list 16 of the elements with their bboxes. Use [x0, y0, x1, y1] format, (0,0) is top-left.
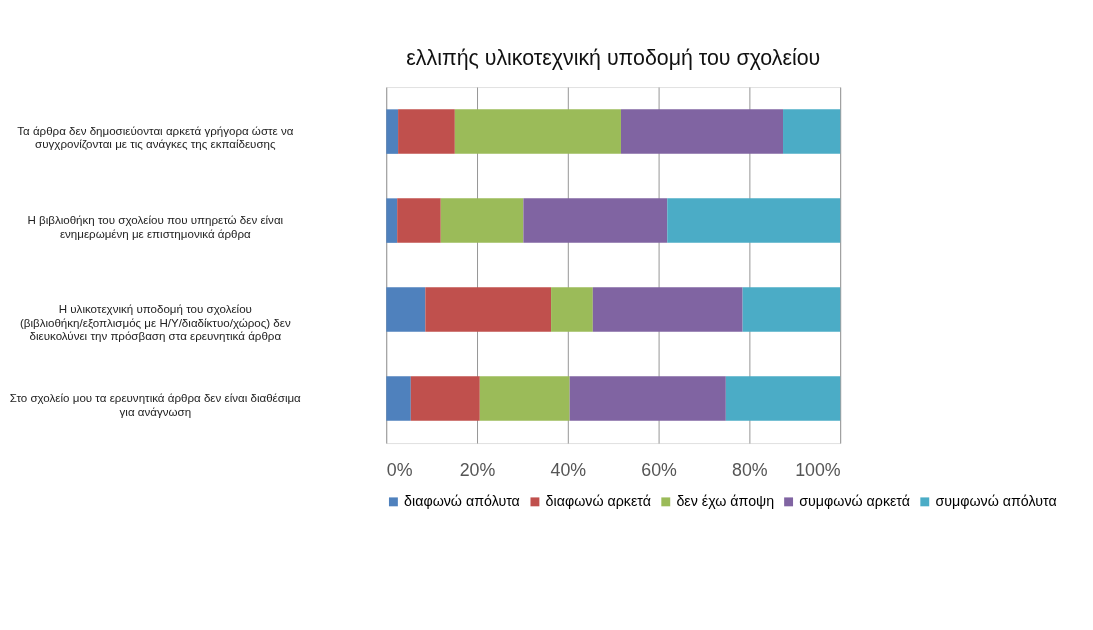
y-tick-label: Στο σχολείο μου τα ερευνητικά άρθρα δεν είναι διαθέσιμα για ανάγνωση [9, 392, 302, 418]
x-tick-label: 100% [795, 459, 841, 480]
legend-label: διαφωνώ αρκετά [545, 493, 651, 510]
legend-label: διαφωνώ απόλυτα [404, 493, 520, 510]
y-tick-label: Η υλικοτεχνική υποδομή του σχολείου (βιβλιοθήκη/εξοπλισμός με Η/Υ/διαδίκτυο/χώρος) δεν διευκολύνει την πρόσβαση στα ερευνητικά άρθρα [19, 303, 291, 342]
y-tick-label: Η βιβλιοθήκη του σχολείου που υπηρετώ δεν είναι ενημερωμένη με επιστημονικά άρθρα [27, 214, 284, 240]
x-tick-label: 40% [550, 459, 587, 480]
x-tick-label: 80% [732, 459, 768, 480]
legend-label: συμφωνώ απόλυτα [935, 493, 1057, 510]
y-tick-label: Τα άρθρα δεν δημοσιεύονται αρκετά γρήγορα ώστε να συγχρονίζονται με τις ανάγκες της εκπαίδευσης [17, 125, 294, 151]
x-tick-label: 20% [459, 459, 496, 480]
chart-title: ελλιπής υλικοτεχνική υποδομή του σχολείου [406, 45, 821, 70]
x-tick-label: 60% [641, 459, 678, 480]
x-tick-label: 0% [386, 459, 413, 480]
legend-label: δεν έχω άποψη [676, 493, 775, 510]
legend-label: συμφωνώ αρκετά [799, 493, 911, 510]
